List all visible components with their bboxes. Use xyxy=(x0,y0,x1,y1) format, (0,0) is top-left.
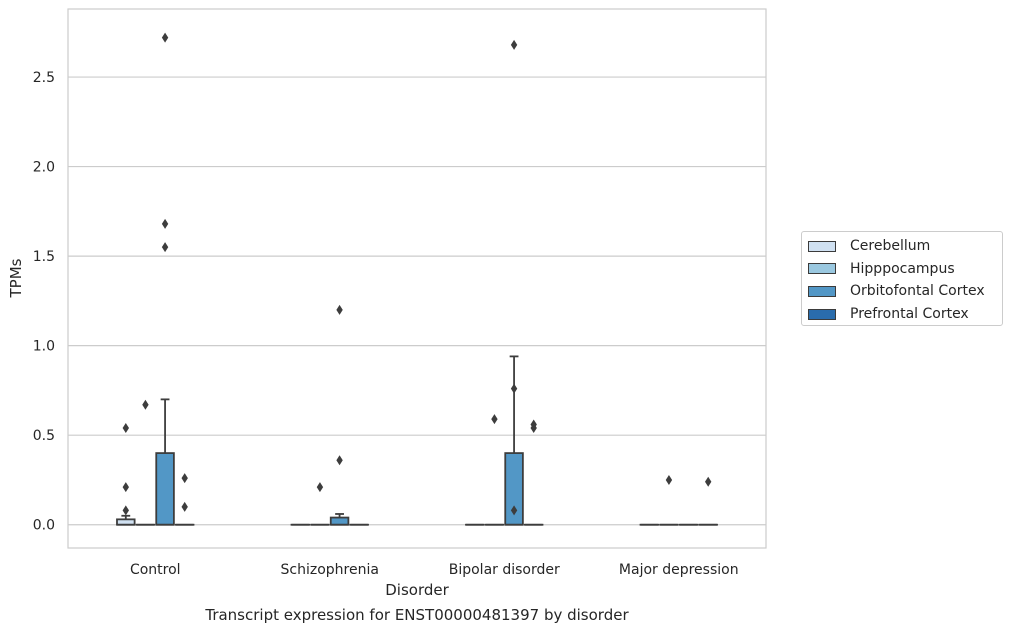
box-1-0 xyxy=(135,399,156,526)
y-tick-label: 2.5 xyxy=(33,70,55,86)
figure-caption: Transcript expression for ENST0000048139… xyxy=(205,606,629,624)
outlier-point xyxy=(336,455,343,466)
outlier-point xyxy=(181,501,188,512)
box-2-1 xyxy=(329,304,350,526)
legend-swatch-icon xyxy=(808,263,836,275)
legend-swatch-icon xyxy=(808,240,836,252)
y-axis-label: TPMs xyxy=(7,258,25,298)
box-3-3 xyxy=(698,476,718,526)
box-1-3 xyxy=(659,474,679,526)
legend-item: Cerebellum xyxy=(808,235,1002,258)
y-tick-label: 1.5 xyxy=(33,249,55,265)
x-tick-label: Schizophrenia xyxy=(281,562,379,578)
outlier-point xyxy=(665,474,673,485)
y-axis-ticks: 0.0 0.5 1.0 1.5 2.0 2.5 xyxy=(33,70,55,534)
box-2-2 xyxy=(504,39,524,526)
outlier-point xyxy=(510,39,518,50)
outlier-point xyxy=(161,218,169,229)
legend-label: Prefrontal Cortex xyxy=(850,306,969,323)
legend-label: Cerebellum xyxy=(850,238,931,255)
x-tick-label: Control xyxy=(130,562,181,578)
legend-swatch-icon xyxy=(808,308,836,320)
outlier-point xyxy=(510,505,518,516)
outlier-point xyxy=(142,399,149,410)
legend-item: Hipppocampus xyxy=(808,258,1002,281)
legend-label: Orbitofontal Cortex xyxy=(850,283,985,300)
box-plot-marks xyxy=(116,32,718,526)
y-tick-label: 0.0 xyxy=(33,518,55,534)
outlier-point xyxy=(510,383,518,394)
x-tick-label: Major depression xyxy=(619,562,739,578)
plot-area-frame xyxy=(67,8,767,549)
outlier-point xyxy=(530,419,537,430)
outlier-point xyxy=(161,32,169,43)
box-1-2 xyxy=(484,414,505,526)
legend-item: Prefrontal Cortex xyxy=(808,303,1002,326)
legend-label: Hipppocampus xyxy=(850,260,955,277)
outlier-point xyxy=(316,482,324,493)
outlier-point xyxy=(181,473,188,484)
y-tick-label: 1.0 xyxy=(33,339,55,355)
legend: Cerebellum Hipppocampus Orbitofontal Cor… xyxy=(801,231,1003,326)
x-axis-label: Disorder xyxy=(385,581,449,599)
outlier-point xyxy=(122,482,130,493)
x-tick-label: Bipolar disorder xyxy=(449,562,560,578)
box-1-1 xyxy=(310,482,330,526)
y-tick-label: 2.0 xyxy=(33,160,55,176)
outlier-point xyxy=(491,414,498,425)
box-0-0 xyxy=(116,423,136,526)
outlier-point xyxy=(704,476,712,487)
legend-item: Orbitofontal Cortex xyxy=(808,280,1002,303)
box xyxy=(155,452,175,526)
outlier-point xyxy=(122,505,130,516)
box-3-2 xyxy=(523,419,544,526)
box-3-0 xyxy=(174,473,195,526)
x-axis-ticks: Control Schizophrenia Bipolar disorder Majo… xyxy=(130,562,739,578)
box-2-0 xyxy=(155,32,175,526)
outlier-point xyxy=(336,304,343,315)
outlier-point xyxy=(161,242,169,253)
outlier-point xyxy=(122,423,130,434)
y-tick-label: 0.5 xyxy=(33,428,55,444)
legend-swatch-icon xyxy=(808,285,836,297)
box xyxy=(329,516,350,526)
